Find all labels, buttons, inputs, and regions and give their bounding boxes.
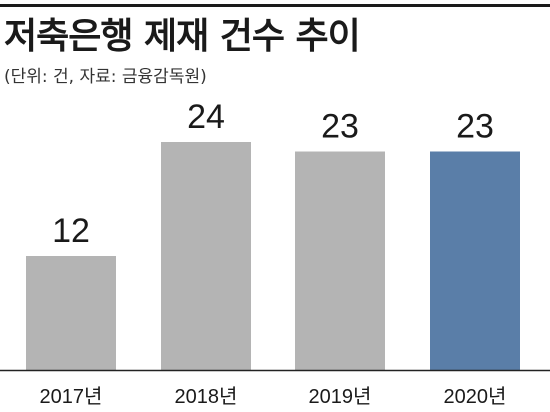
bar-value-label: 23 [456, 108, 494, 146]
chart-subtitle: (단위: 건, 자료: 금융감독원) [4, 67, 207, 87]
bar-2020년 [430, 151, 520, 370]
bar-2019년 [295, 151, 385, 370]
x-tick-label: 2020년 [444, 385, 507, 408]
chart-title: 저축은행 제재 건수 추이 [4, 16, 361, 57]
x-tick-label: 2017년 [40, 385, 103, 408]
bar-value-label: 23 [321, 108, 359, 146]
x-tick-label: 2018년 [175, 385, 238, 408]
bar-value-label: 12 [52, 212, 90, 250]
top-rule [0, 4, 550, 7]
x-tick-label: 2019년 [309, 385, 372, 408]
bar-value-label: 24 [187, 98, 225, 136]
bar-2018년 [161, 142, 251, 370]
bar-2017년 [26, 256, 116, 370]
